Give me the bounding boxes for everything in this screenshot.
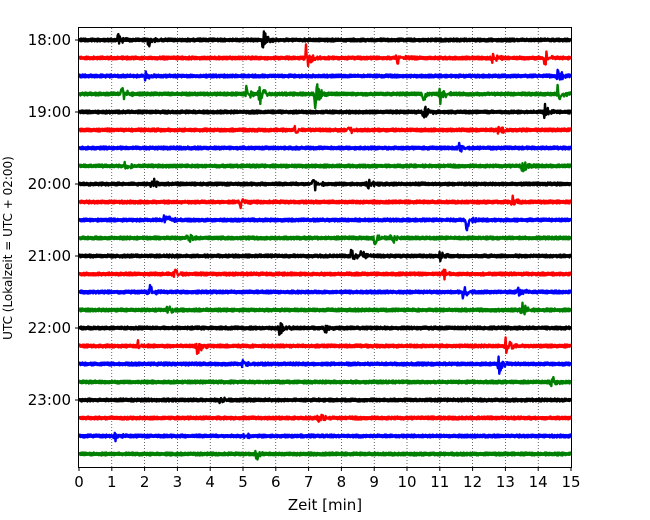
x-tick-label: 4 [205,473,215,491]
x-tick-label: 11 [430,473,449,491]
x-axis-ticks: 0 1 2 3 4 5 6 7 8 9 10 11 12 13 14 15 [74,467,581,491]
x-tick-label: 10 [397,473,416,491]
trace-lines [77,30,573,461]
x-tick-label: 3 [173,473,183,491]
seismogram-trace [77,449,573,461]
seismogram-trace [77,322,573,336]
x-axis-label: Zeit [min] [288,496,362,514]
x-tick-label: 0 [74,473,84,491]
y-tick-label: 18:00 [28,31,71,49]
seismogram-trace [77,43,573,68]
seismogram-trace [77,68,573,82]
x-tick-label: 7 [304,473,314,491]
x-tick-label: 6 [271,473,281,491]
seismogram-trace [77,283,573,300]
seismogram-trace [77,248,573,263]
x-tick-label: 15 [561,473,580,491]
x-tick-label: 1 [107,473,117,491]
seismogram-trace [77,301,573,316]
seismogram-trace [77,30,573,49]
x-tick-label: 2 [140,473,150,491]
seismogram-trace [77,141,573,153]
seismogram-trace [77,413,573,423]
seismogram-trace [77,431,573,443]
y-tick-label: 23:00 [28,391,71,409]
y-tick-label: 19:00 [28,103,71,121]
x-tick-label: 14 [529,473,548,491]
y-axis-label: UTC (Lokalzeit = UTC + 02:00) [1,156,15,340]
x-tick-label: 8 [337,473,347,491]
seismogram-trace [77,160,573,173]
seismogram-trace [77,194,573,210]
seismogram-trace [77,102,573,120]
seismogram-trace [77,355,573,375]
seismogram-trace [77,177,573,192]
seismogram-trace [77,336,573,355]
y-tick-label: 21:00 [28,247,71,265]
seismogram-trace [77,233,573,246]
plot-frame [78,27,572,468]
y-axis-ticks: 18:00 19:00 20:00 21:00 22:00 23:00 [28,31,79,409]
seismogram-trace [77,396,573,405]
seismogram-trace [77,214,573,232]
seismogram-trace [77,375,573,388]
y-tick-label: 20:00 [28,175,71,193]
seismogram-trace [77,124,573,135]
y-tick-label: 22:00 [28,319,71,337]
seismogram-trace [77,83,573,110]
seismogram-trace [77,268,573,281]
x-tick-label: 5 [238,473,248,491]
x-tick-label: 13 [496,473,515,491]
x-tick-label: 9 [369,473,379,491]
x-tick-label: 12 [463,473,482,491]
grid-lines [111,28,539,467]
